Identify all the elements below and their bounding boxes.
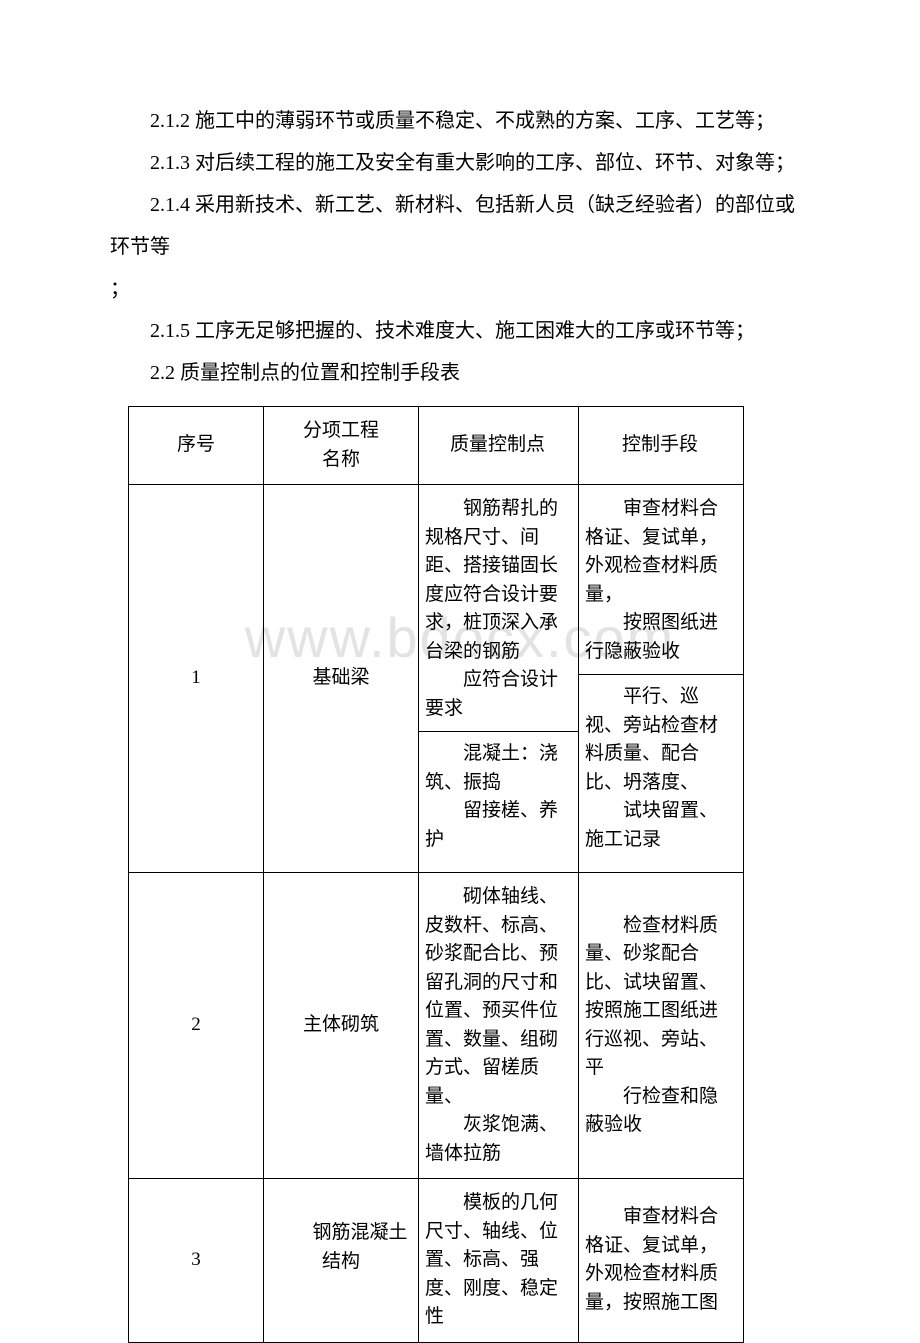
row1-method-b2: 试块留置、施工记录: [585, 797, 735, 854]
document-body: 2.1.2 施工中的薄弱环节或质量不稳定、不成熟的方案、工序、工艺等； 2.1.…: [110, 100, 810, 394]
row3-method-text: 审查材料合格证、复试单，外观检查材料质量，按照施工图: [585, 1203, 735, 1317]
row2-method-a1: 检查材料质量、砂浆配合比、试块留置、按照施工图纸进行巡视、旁站、平: [585, 912, 735, 1083]
paragraph-2-1-2: 2.1.2 施工中的薄弱环节或质量不稳定、不成熟的方案、工序、工艺等；: [110, 100, 810, 142]
row1-qcp-b1: 混凝土：浇筑、振捣: [425, 740, 570, 797]
row2-qcp: 砌体轴线、皮数杆、标高、砂浆配合比、预留孔洞的尺寸和位置、预买件位置、数量、组砌…: [419, 873, 579, 1179]
header-qcp: 质量控制点: [419, 407, 579, 485]
paragraph-2-2: 2.2 质量控制点的位置和控制手段表: [110, 352, 810, 394]
row1-method-a1: 审查材料合格证、复试单，外观检查材料质量，: [585, 495, 735, 609]
row2-method-a2: 行检查和隐蔽验收: [585, 1083, 735, 1140]
row3-name: 钢筋混凝土 结构: [264, 1179, 419, 1343]
table-header-row: 序号 分项工程 名称 质量控制点 控制手段: [129, 407, 744, 485]
header-name-l1: 分项工程: [272, 417, 410, 446]
table-row: 3 钢筋混凝土 结构 模板的几何尺寸、轴线、位置、标高、强度、刚度、稳定性 审查…: [129, 1179, 744, 1343]
header-seq: 序号: [129, 407, 264, 485]
row1-qcp-divider: 混凝土：浇筑、振捣 留接槎、养护: [419, 731, 578, 854]
row3-qcp: 模板的几何尺寸、轴线、位置、标高、强度、刚度、稳定性: [419, 1179, 579, 1343]
row1-qcp: 钢筋帮扎的规格尺寸、间距、搭接锚固长度应符合设计要求，桩顶深入承台梁的钢筋 应符…: [419, 485, 579, 873]
paragraph-2-1-5: 2.1.5 工序无足够把握的、技术难度大、施工困难大的工序或环节等；: [110, 310, 810, 352]
row3-method: 审查材料合格证、复试单，外观检查材料质量，按照施工图: [579, 1179, 744, 1343]
row3-name-l2: 结构: [272, 1248, 410, 1277]
header-method: 控制手段: [579, 407, 744, 485]
row1-method-a2: 按照图纸进行隐蔽验收: [585, 609, 735, 666]
row2-name: 主体砌筑: [264, 873, 419, 1179]
paragraph-2-1-4b: ；: [110, 268, 810, 310]
row3-seq: 3: [129, 1179, 264, 1343]
row1-qcp-a1: 钢筋帮扎的规格尺寸、间距、搭接锚固长度应符合设计要求，桩顶深入承台梁的钢筋: [425, 495, 570, 666]
row1-qcp-a2: 应符合设计要求: [425, 666, 570, 723]
row2-qcp-a1: 砌体轴线、皮数杆、标高、砂浆配合比、预留孔洞的尺寸和位置、预买件位置、数量、组砌…: [425, 883, 570, 1111]
row2-method: 检查材料质量、砂浆配合比、试块留置、按照施工图纸进行巡视、旁站、平 行检查和隐蔽…: [579, 873, 744, 1179]
header-name-l2: 名称: [272, 446, 410, 475]
qc-table: 序号 分项工程 名称 质量控制点 控制手段 1 基础梁 钢筋帮扎的规格尺寸、间距…: [128, 406, 744, 1343]
table-row: 2 主体砌筑 砌体轴线、皮数杆、标高、砂浆配合比、预留孔洞的尺寸和位置、预买件位…: [129, 873, 744, 1179]
row3-name-l1: 钢筋混凝土: [272, 1219, 410, 1248]
row2-qcp-a2: 灰浆饱满、墙体拉筋: [425, 1111, 570, 1168]
row3-qcp-text: 模板的几何尺寸、轴线、位置、标高、强度、刚度、稳定性: [425, 1189, 570, 1332]
row1-method-b1: 平行、巡视、旁站检查材料质量、配合比、坍落度、: [585, 683, 735, 797]
header-name: 分项工程 名称: [264, 407, 419, 485]
row1-method-divider: 平行、巡视、旁站检查材料质量、配合比、坍落度、 试块留置、施工记录: [579, 674, 743, 854]
row1-name: 基础梁: [264, 485, 419, 873]
qc-table-wrap: 序号 分项工程 名称 质量控制点 控制手段 1 基础梁 钢筋帮扎的规格尺寸、间距…: [128, 406, 810, 1343]
paragraph-2-1-3: 2.1.3 对后续工程的施工及安全有重大影响的工序、部位、环节、对象等；: [110, 142, 810, 184]
row1-method: 审查材料合格证、复试单，外观检查材料质量， 按照图纸进行隐蔽验收 平行、巡视、旁…: [579, 485, 744, 873]
row1-qcp-b2: 留接槎、养护: [425, 797, 570, 854]
paragraph-2-1-4: 2.1.4 采用新技术、新工艺、新材料、包括新人员（缺乏经验者）的部位或环节等: [110, 184, 810, 268]
table-row: 1 基础梁 钢筋帮扎的规格尺寸、间距、搭接锚固长度应符合设计要求，桩顶深入承台梁…: [129, 485, 744, 873]
row2-seq: 2: [129, 873, 264, 1179]
row1-seq: 1: [129, 485, 264, 873]
